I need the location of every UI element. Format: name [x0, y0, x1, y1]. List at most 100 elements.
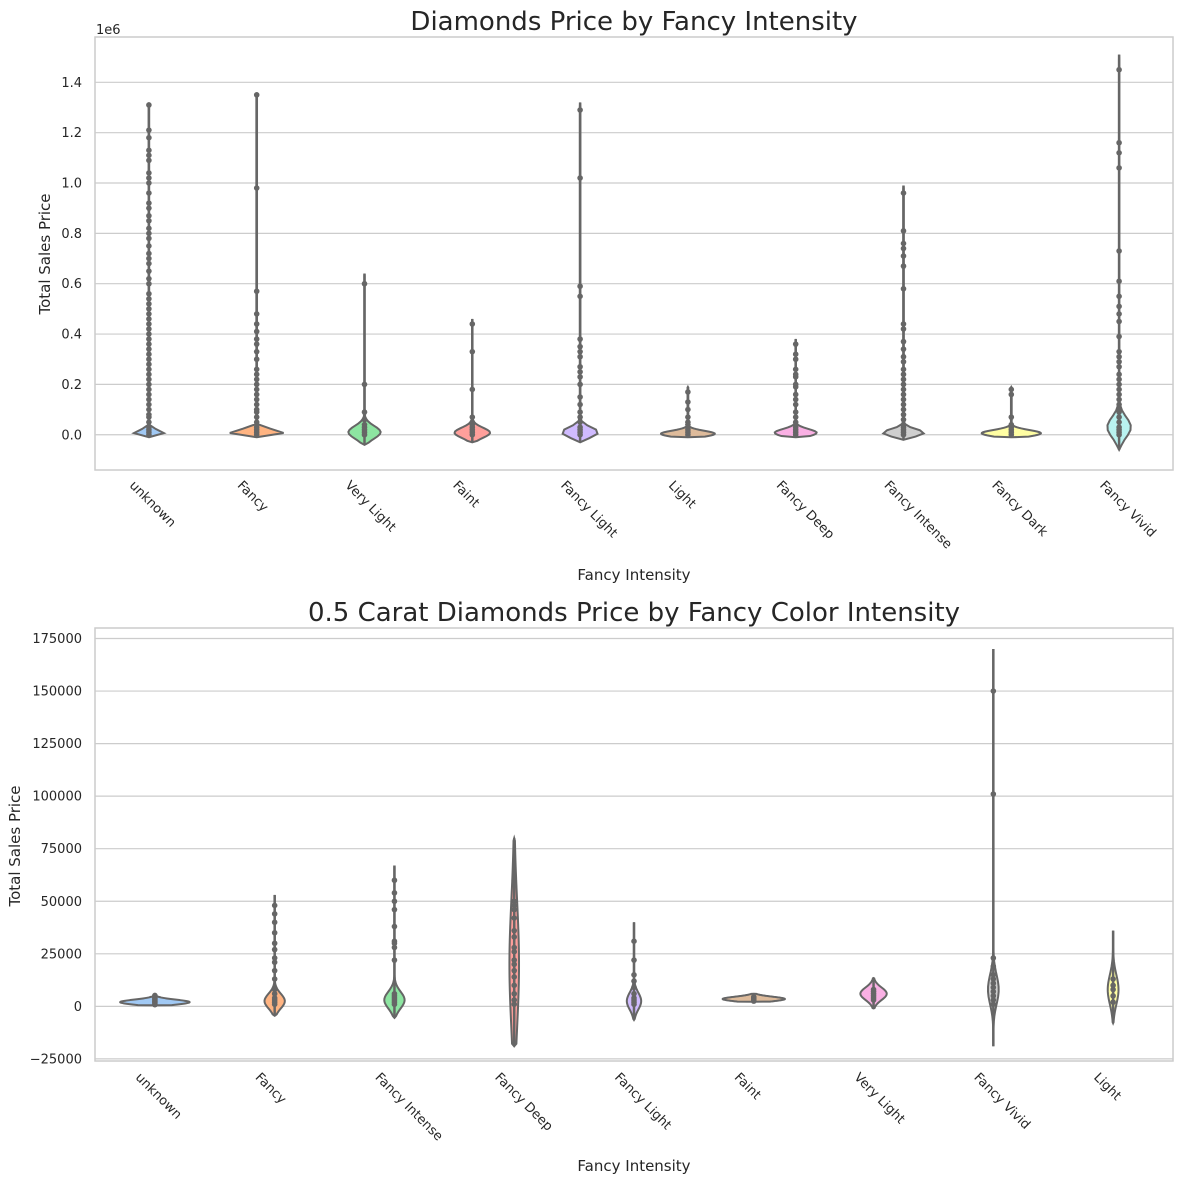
- y-tick-label: 0.0: [61, 428, 82, 443]
- data-point: [1116, 386, 1122, 393]
- data-point: [271, 990, 278, 997]
- data-point: [146, 316, 152, 322]
- data-point: [577, 283, 583, 290]
- data-point: [990, 963, 997, 970]
- data-point: [990, 988, 997, 995]
- data-point: [792, 351, 799, 357]
- x-tick-label: Fancy Vivid: [971, 1070, 1033, 1132]
- data-point: [631, 978, 637, 984]
- data-point: [685, 389, 691, 395]
- data-point: [577, 175, 583, 181]
- data-point: [900, 376, 907, 383]
- data-point: [391, 957, 398, 963]
- data-point: [1116, 419, 1122, 425]
- data-point: [577, 394, 583, 400]
- data-point: [1116, 311, 1122, 317]
- x-tick-label: Light: [665, 478, 699, 512]
- data-point: [152, 992, 158, 999]
- y-tick-label: 1.4: [61, 76, 82, 91]
- data-point: [146, 134, 152, 141]
- data-point: [631, 984, 637, 991]
- data-point: [146, 331, 152, 337]
- data-point: [1008, 414, 1015, 420]
- data-point: [1116, 406, 1122, 413]
- data-point: [990, 984, 997, 991]
- data-point: [792, 409, 799, 415]
- data-point: [253, 414, 260, 420]
- data-point: [271, 986, 278, 993]
- data-point: [146, 250, 152, 257]
- y-tick-label: 125000: [32, 737, 82, 752]
- data-point: [511, 990, 518, 997]
- bottom-plot-frame: [94, 627, 1174, 1062]
- data-point: [1116, 353, 1122, 360]
- data-point: [146, 147, 152, 154]
- data-point: [1008, 391, 1015, 398]
- data-point: [685, 399, 691, 405]
- data-point: [146, 170, 152, 176]
- data-point: [511, 982, 518, 989]
- data-point: [146, 396, 152, 403]
- x-tick-label: Very Light: [342, 478, 399, 535]
- data-point: [792, 371, 799, 378]
- x-tick-label: Fancy Deep: [773, 478, 837, 542]
- data-point: [146, 386, 152, 393]
- data-point: [271, 902, 278, 909]
- y-tick-label: 1.2: [61, 126, 82, 141]
- data-point: [511, 944, 518, 951]
- data-point: [146, 401, 152, 408]
- bottom-y-ticks: −25000 0 25000 50000 75000 100000 125000 150000…: [30, 632, 82, 1067]
- bottom-violins: [119, 649, 1120, 1048]
- data-point: [469, 386, 476, 393]
- data-point: [1116, 278, 1122, 284]
- data-point: [631, 990, 637, 997]
- data-point: [900, 326, 907, 332]
- data-point: [577, 107, 583, 113]
- data-point: [271, 929, 278, 936]
- data-point: [1110, 999, 1116, 1005]
- data-point: [146, 260, 152, 267]
- data-point: [900, 411, 907, 418]
- data-point: [146, 356, 152, 363]
- data-point: [577, 374, 583, 380]
- data-point: [146, 419, 152, 425]
- data-point: [900, 245, 907, 252]
- data-point: [990, 688, 997, 694]
- data-point: [900, 416, 907, 423]
- data-point: [1116, 414, 1122, 420]
- data-point: [253, 328, 260, 335]
- data-point: [511, 961, 518, 968]
- data-point: [146, 217, 152, 224]
- data-point: [1116, 376, 1122, 383]
- data-point: [631, 995, 637, 1001]
- data-point: [146, 351, 152, 357]
- data-point: [253, 386, 260, 393]
- data-point: [577, 419, 583, 425]
- data-point: [146, 190, 152, 196]
- data-point: [990, 972, 997, 978]
- data-point: [391, 990, 398, 997]
- data-point: [631, 938, 637, 944]
- data-point: [631, 972, 637, 978]
- data-point: [900, 253, 907, 259]
- data-point: [253, 311, 260, 317]
- data-point: [870, 986, 877, 993]
- top-chart-panel: 0.0 0.2 0.4 0.6 0.8 1.0 1.2 1.4 unknown Fancy Ver…: [36, 7, 1174, 584]
- bottom-chart-title: 0.5 Carat Diamonds Price by Fancy Color …: [308, 598, 960, 628]
- data-point: [577, 353, 583, 360]
- data-point: [146, 301, 152, 307]
- data-point: [1116, 293, 1122, 300]
- data-point: [253, 185, 260, 191]
- data-point: [900, 353, 907, 360]
- x-tick-label: Fancy Intense: [881, 478, 955, 552]
- y-tick-label: 25000: [41, 947, 82, 962]
- data-point: [990, 980, 997, 987]
- data-point: [146, 341, 152, 347]
- data-point: [792, 419, 799, 425]
- data-point: [990, 976, 997, 982]
- data-point: [361, 381, 368, 388]
- data-point: [900, 401, 907, 408]
- data-point: [900, 371, 907, 378]
- data-point: [685, 406, 691, 413]
- data-point: [1116, 318, 1122, 325]
